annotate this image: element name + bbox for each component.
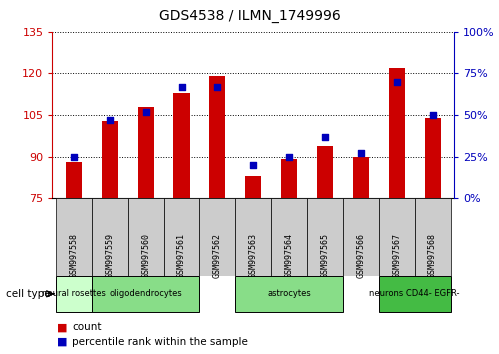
Text: GSM997562: GSM997562 bbox=[213, 233, 222, 278]
Text: GSM997567: GSM997567 bbox=[392, 233, 401, 278]
Text: cell type: cell type bbox=[6, 289, 50, 299]
Bar bbox=[164, 198, 200, 276]
Bar bbox=[317, 145, 333, 198]
Text: GSM997563: GSM997563 bbox=[249, 233, 258, 278]
Bar bbox=[138, 107, 154, 198]
Bar bbox=[56, 198, 92, 276]
Bar bbox=[425, 118, 441, 198]
Bar bbox=[236, 276, 343, 312]
Point bbox=[321, 134, 329, 139]
Text: GSM997558: GSM997558 bbox=[69, 233, 78, 278]
Point bbox=[142, 109, 150, 115]
Point bbox=[106, 117, 114, 123]
Bar bbox=[271, 198, 307, 276]
Text: GSM997566: GSM997566 bbox=[356, 233, 365, 278]
Text: ■: ■ bbox=[57, 322, 68, 332]
Bar bbox=[174, 93, 190, 198]
Text: GSM997561: GSM997561 bbox=[177, 233, 186, 278]
Text: GSM997568: GSM997568 bbox=[428, 233, 437, 278]
Text: GSM997560: GSM997560 bbox=[141, 233, 150, 278]
Bar bbox=[353, 157, 369, 198]
Text: GSM997564: GSM997564 bbox=[284, 233, 293, 278]
Text: GSM997559: GSM997559 bbox=[105, 233, 114, 278]
Point bbox=[178, 84, 186, 90]
Text: GSM997565: GSM997565 bbox=[320, 233, 329, 278]
Point bbox=[285, 154, 293, 159]
Point bbox=[393, 79, 401, 85]
Bar bbox=[343, 198, 379, 276]
Text: count: count bbox=[72, 322, 102, 332]
Bar bbox=[307, 198, 343, 276]
Text: percentile rank within the sample: percentile rank within the sample bbox=[72, 337, 248, 347]
Bar bbox=[236, 198, 271, 276]
Point bbox=[429, 112, 437, 118]
Text: oligodendrocytes: oligodendrocytes bbox=[109, 289, 182, 298]
Bar bbox=[128, 198, 164, 276]
Text: GDS4538 / ILMN_1749996: GDS4538 / ILMN_1749996 bbox=[159, 9, 340, 23]
Text: neurons CD44- EGFR-: neurons CD44- EGFR- bbox=[369, 289, 460, 298]
Point bbox=[357, 150, 365, 156]
Bar bbox=[415, 198, 451, 276]
Bar bbox=[379, 276, 451, 312]
Bar bbox=[200, 198, 236, 276]
Bar bbox=[379, 198, 415, 276]
Bar bbox=[66, 162, 82, 198]
Text: ■: ■ bbox=[57, 337, 68, 347]
Bar bbox=[102, 121, 118, 198]
Bar bbox=[281, 159, 297, 198]
Bar bbox=[56, 276, 92, 312]
Bar bbox=[389, 68, 405, 198]
Bar bbox=[92, 276, 200, 312]
Point bbox=[70, 154, 78, 159]
Text: astrocytes: astrocytes bbox=[267, 289, 311, 298]
Point bbox=[214, 84, 222, 90]
Text: neural rosettes: neural rosettes bbox=[42, 289, 106, 298]
Point bbox=[250, 162, 257, 168]
Bar bbox=[245, 176, 261, 198]
Bar bbox=[209, 76, 226, 198]
Bar bbox=[92, 198, 128, 276]
